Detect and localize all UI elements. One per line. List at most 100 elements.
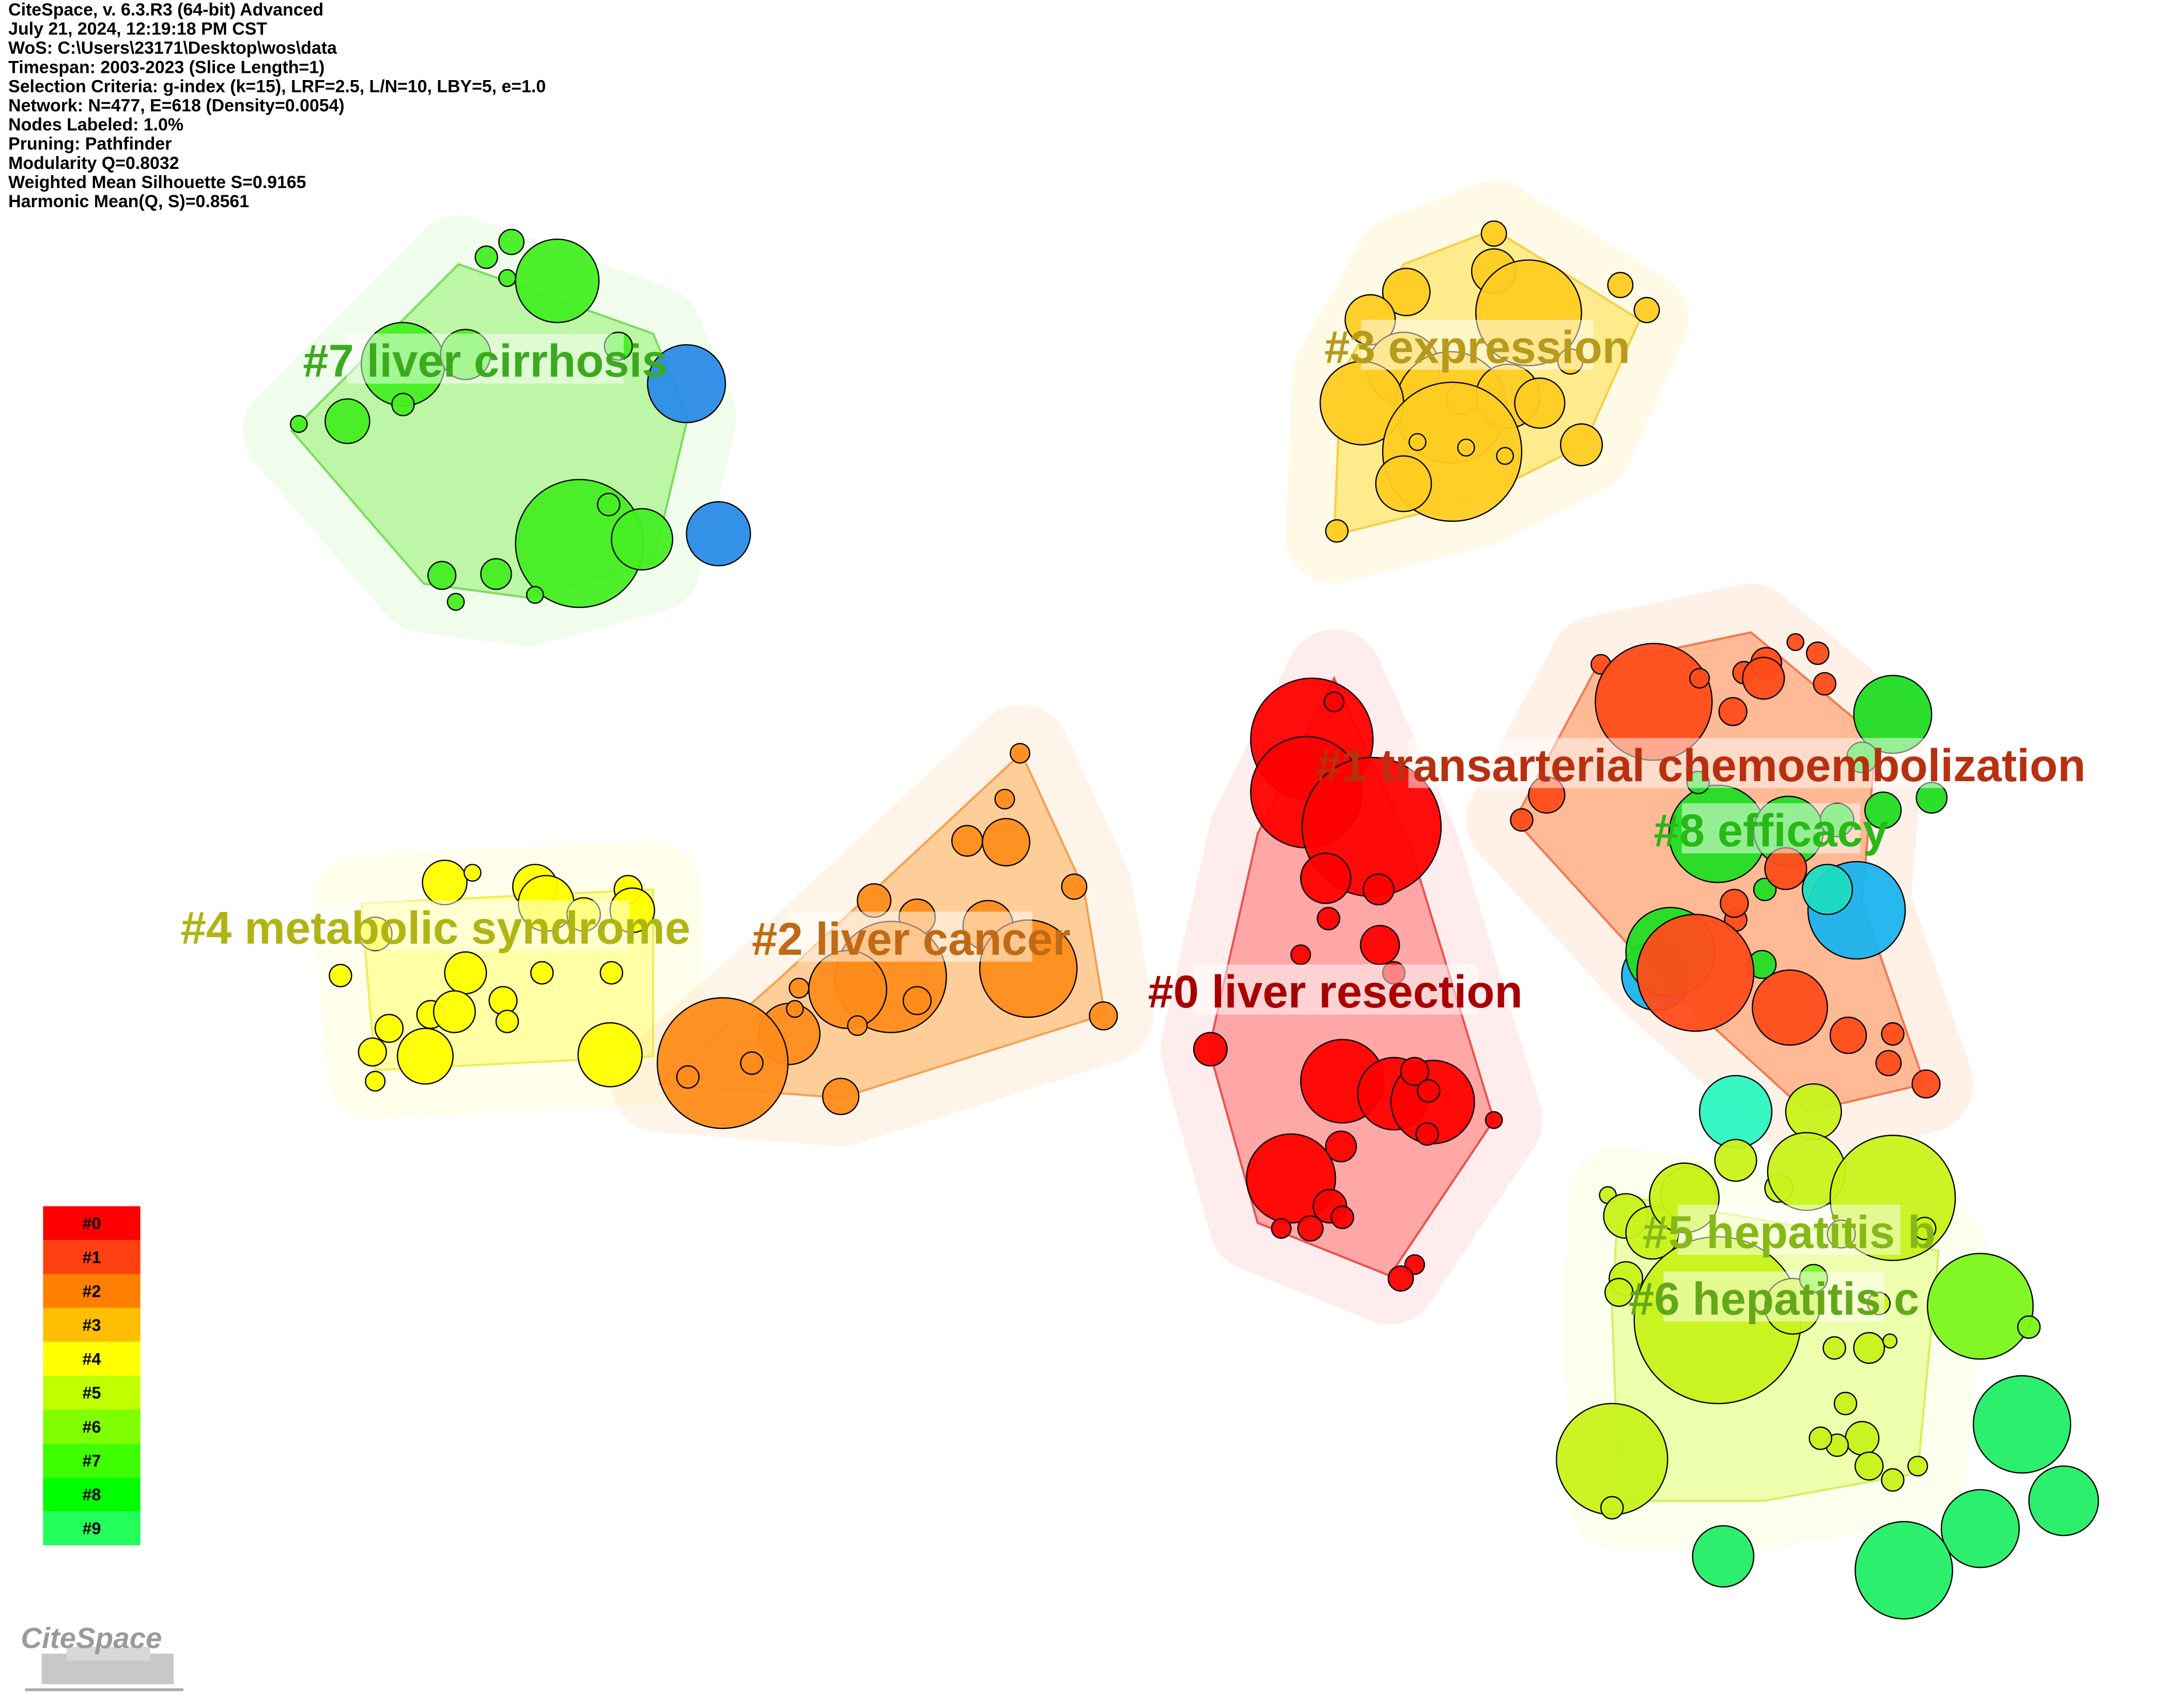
- node: [391, 393, 415, 416]
- header-line: July 21, 2024, 12:19:18 PM CST: [8, 19, 267, 39]
- node: [530, 961, 554, 985]
- node: [577, 1022, 643, 1088]
- node: [2028, 1465, 2099, 1536]
- node: [1325, 1130, 1357, 1162]
- legend-swatch: [43, 1511, 141, 1545]
- node: [1009, 742, 1031, 764]
- label-band: [1408, 738, 1993, 788]
- node: [1698, 1075, 1773, 1149]
- node: [785, 1000, 804, 1018]
- node: [1457, 438, 1475, 457]
- node: [1801, 863, 1853, 915]
- node: [2017, 1315, 2041, 1339]
- node: [498, 228, 525, 255]
- node: [1882, 1333, 1898, 1349]
- node: [480, 558, 512, 590]
- legend-label: #9: [83, 1519, 101, 1538]
- label-band: [1681, 803, 1860, 853]
- node: [1636, 913, 1755, 1032]
- node: [1382, 268, 1431, 317]
- node: [1514, 377, 1566, 429]
- node: [1297, 1215, 1324, 1242]
- node: [1089, 1001, 1118, 1031]
- node: [446, 593, 465, 611]
- node: [1363, 873, 1395, 906]
- node: [1875, 1050, 1902, 1077]
- node: [647, 344, 727, 424]
- header-line: Modularity Q=0.8032: [8, 153, 179, 173]
- label-band: [346, 333, 624, 384]
- legend-label: #6: [83, 1418, 101, 1436]
- logo: CiteSpace: [21, 1622, 184, 1691]
- node: [1359, 925, 1400, 966]
- legend-swatch: [43, 1477, 141, 1512]
- node: [1907, 1455, 1928, 1477]
- node: [1806, 641, 1830, 665]
- header-line: Selection Criteria: g-index (k=15), LRF=…: [8, 76, 546, 96]
- node: [463, 863, 482, 882]
- label-band: [242, 900, 629, 951]
- node: [1689, 667, 1710, 689]
- node: [951, 825, 983, 857]
- legend-label: #4: [83, 1350, 101, 1369]
- node: [789, 977, 810, 999]
- legend-swatch: [43, 1308, 141, 1342]
- node: [1833, 1391, 1858, 1416]
- node: [1786, 633, 1805, 651]
- node: [1271, 1218, 1292, 1239]
- header-line: Weighted Mean Silhouette S=0.9165: [8, 173, 306, 192]
- legend-label: #0: [83, 1214, 101, 1233]
- node: [1300, 852, 1352, 904]
- node: [526, 586, 544, 604]
- cluster-label: #8 efficacy: [1653, 805, 1888, 856]
- node: [1753, 877, 1777, 902]
- node: [1845, 1421, 1880, 1456]
- label-band: [1361, 319, 1594, 370]
- legend-label: #8: [83, 1485, 101, 1504]
- header-line: Pruning: Pathfinder: [8, 134, 172, 154]
- legend-label: #1: [83, 1248, 101, 1267]
- node: [1510, 808, 1534, 832]
- cluster-labels: #0 liver resection #1 transarterial chemo…: [181, 319, 2086, 1325]
- legend-swatch: [43, 1342, 141, 1376]
- node: [324, 398, 370, 444]
- node: [396, 1028, 454, 1085]
- cluster-label: #1 transarterial chemoembolization: [1316, 740, 2086, 791]
- node: [1604, 1278, 1634, 1307]
- node: [488, 986, 518, 1015]
- cluster-label: #5 hepatitis b: [1643, 1206, 1936, 1257]
- node: [1855, 1451, 1884, 1481]
- legend-swatch: [43, 1240, 141, 1275]
- node: [1809, 1426, 1832, 1450]
- nodes: [289, 220, 2099, 1620]
- node: [1822, 1336, 1846, 1360]
- node: [1752, 969, 1828, 1046]
- node: [847, 1015, 868, 1036]
- header-line: CiteSpace, v. 6.3.R3 (64-bit) Advanced: [8, 0, 323, 20]
- node: [1864, 791, 1902, 829]
- cluster-label: #4 metabolic syndrome: [181, 902, 690, 953]
- node: [515, 238, 600, 323]
- logo-text: CiteSpace: [21, 1622, 162, 1654]
- logo-bars: [67, 1647, 150, 1661]
- node: [1375, 455, 1432, 513]
- node: [1633, 297, 1660, 323]
- node: [1496, 447, 1514, 465]
- header-line: WoS: C:\Users\23171\Desktop\wos\data: [8, 38, 337, 58]
- node: [1408, 433, 1427, 451]
- node: [1331, 1205, 1354, 1230]
- node: [1927, 1252, 2034, 1360]
- node: [982, 818, 1031, 867]
- node: [1692, 1525, 1755, 1588]
- node: [1742, 657, 1785, 700]
- node: [597, 492, 621, 517]
- node: [1911, 1069, 1941, 1099]
- node: [1718, 697, 1748, 726]
- node: [358, 1037, 387, 1067]
- node: [1972, 1375, 2072, 1474]
- legend-label: #5: [83, 1384, 101, 1402]
- cluster-label: #7 liver cirrhosis: [303, 335, 668, 386]
